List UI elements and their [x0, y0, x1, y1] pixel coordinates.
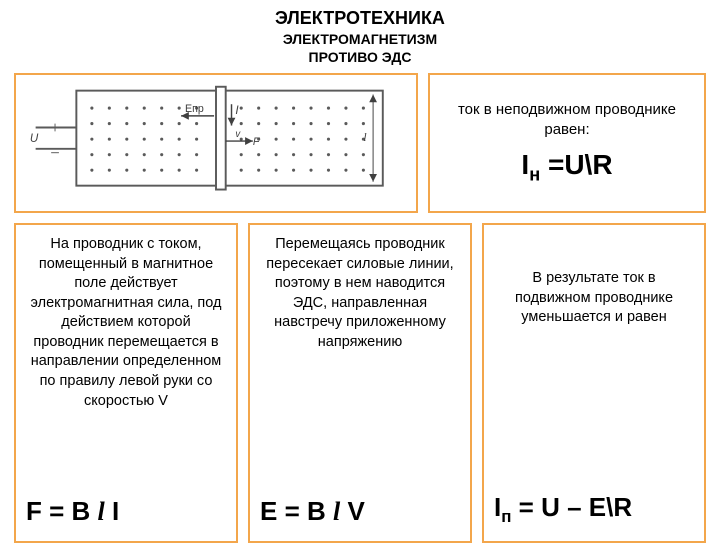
force-panel: На проводник с током, помещенный в магни… — [14, 223, 238, 543]
field-dots — [90, 107, 365, 172]
formula-i-rest: =U\R — [540, 149, 612, 180]
emf-text: Перемещаясь проводник пересекает силовые… — [260, 235, 460, 352]
diagram-label-emf: Eпр — [185, 103, 204, 115]
moving-current-text: В результате ток в подвижном проводнике … — [494, 269, 694, 328]
stationary-current-formula: Iн =U\R — [521, 149, 612, 186]
emf-formula-pre: E = B — [260, 496, 333, 526]
force-formula-pre: F = B — [26, 496, 98, 526]
moving-formula-sub: п — [501, 507, 511, 526]
diagram-label-l: l — [363, 131, 366, 144]
page-title-3: ПРОТИВО ЭДС — [14, 49, 706, 65]
page-title-1: ЭЛЕКТРОТЕХНИКА — [14, 8, 706, 29]
moving-formula-rest: = U – E\R — [511, 492, 632, 522]
diagram-label-u: U — [30, 132, 39, 145]
force-formula-post: I — [105, 496, 119, 526]
formula-i-sub: н — [529, 165, 540, 185]
diagram-panel: U — [14, 73, 418, 213]
page-title-2: ЭЛЕКТРОМАГНЕТИЗМ — [14, 31, 706, 47]
emf-formula: E = B l V — [260, 496, 460, 527]
stationary-current-text: ток в неподвижном проводнике равен: — [438, 100, 696, 139]
conductor-diagram: U — [20, 79, 412, 207]
moving-current-panel: В результате ток в подвижном проводнике … — [482, 223, 706, 543]
force-formula: F = B l I — [26, 496, 226, 527]
emf-panel: Перемещаясь проводник пересекает силовые… — [248, 223, 472, 543]
emf-formula-post: V — [340, 496, 365, 526]
diagram-label-f: F — [253, 136, 261, 148]
stationary-current-panel: ток в неподвижном проводнике равен: Iн =… — [428, 73, 706, 213]
force-formula-l: l — [98, 497, 105, 526]
force-text: На проводник с током, помещенный в магни… — [26, 235, 226, 411]
diagram-label-i: I — [235, 104, 239, 117]
moving-current-formula: Iп = U – E\R — [494, 492, 694, 527]
